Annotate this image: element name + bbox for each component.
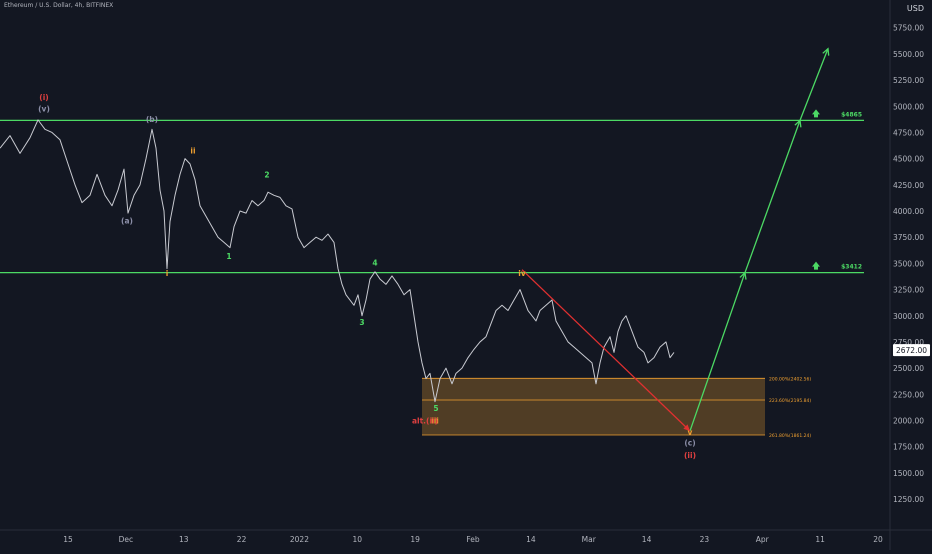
y-tick-label: 2250.00 — [893, 390, 924, 399]
wave-label: 5 — [433, 404, 438, 413]
y-tick-label: 3250.00 — [893, 286, 924, 295]
y-tick-label: 2750.00 — [893, 338, 924, 347]
wave-label: (ii) — [684, 451, 696, 460]
x-tick-label: Mar — [582, 535, 597, 544]
up-arrow-icon — [812, 109, 820, 118]
x-tick-label: Feb — [466, 535, 480, 544]
projection-path[interactable] — [689, 48, 829, 432]
wave-label: iii — [431, 417, 439, 426]
symbol-title: Ethereum / U.S. Dollar, 4h, BITFINEX — [4, 2, 114, 9]
y-tick-label: 2500.00 — [893, 364, 924, 373]
y-tick-label: 5500.00 — [893, 50, 924, 59]
x-tick-label: 14 — [642, 535, 652, 544]
currency-label: USD — [906, 4, 924, 13]
price-series-line[interactable] — [0, 119, 675, 403]
y-tick-label: 4250.00 — [893, 181, 924, 190]
x-tick-label: 19 — [410, 535, 420, 544]
correction-arrowhead — [683, 424, 690, 431]
y-tick-label: 5250.00 — [893, 76, 924, 85]
fib-level-label: 261.80%(1861.24) — [769, 433, 811, 439]
projection-arrowhead — [794, 119, 802, 128]
x-tick-label: 11 — [815, 535, 825, 544]
y-tick-label: 5000.00 — [893, 102, 924, 111]
y-tick-label: 4500.00 — [893, 155, 924, 164]
y-tick-label: 1750.00 — [893, 443, 924, 452]
wave-label: ii — [190, 146, 195, 155]
x-tick-label: 14 — [526, 535, 536, 544]
projection-arrowhead — [822, 47, 830, 56]
wave-label: 2 — [264, 170, 269, 179]
current-price-badge — [893, 344, 930, 357]
wave-label: 3 — [359, 318, 364, 327]
x-tick-label: 2022 — [290, 535, 309, 544]
fib-zone-area — [422, 378, 765, 436]
wave-label: v — [688, 428, 693, 437]
fib-level-label: 200.00%(2402.56) — [769, 376, 811, 382]
x-tick-label: 23 — [700, 535, 710, 544]
y-tick-label: 2000.00 — [893, 416, 924, 425]
x-tick-label: 10 — [353, 535, 363, 544]
wave-label: alt.(ii) — [412, 417, 438, 426]
current-price-label: 2672.00 — [896, 346, 927, 355]
x-tick-label: Apr — [756, 535, 770, 544]
y-tick-label: 1250.00 — [893, 495, 924, 504]
projection-arrowhead — [739, 271, 747, 280]
y-tick-label: 1500.00 — [893, 469, 924, 478]
fib-level-label: 223.60%(2195.84) — [769, 398, 811, 404]
y-tick-label: 4750.00 — [893, 128, 924, 137]
y-tick-label: 4000.00 — [893, 207, 924, 216]
wave-label: iv — [518, 269, 526, 278]
wave-label: (v) — [38, 105, 50, 114]
key-level-label: $3412 — [841, 264, 862, 271]
wave-label: 1 — [226, 252, 231, 261]
y-tick-label: 3000.00 — [893, 312, 924, 321]
y-tick-label: 5750.00 — [893, 24, 924, 33]
wave-label: (i) — [39, 93, 48, 102]
wave-label: (c) — [684, 439, 695, 448]
wave-label: (b) — [146, 115, 158, 124]
up-arrow-icon — [812, 261, 820, 270]
correction-arrow[interactable] — [521, 269, 691, 432]
x-tick-label: Dec — [119, 535, 134, 544]
x-tick-label: 15 — [63, 535, 73, 544]
key-level-label: $4865 — [841, 111, 862, 118]
x-tick-label: 20 — [873, 535, 883, 544]
wave-label: i — [166, 269, 169, 278]
x-tick-label: 22 — [237, 535, 247, 544]
wave-label: (a) — [121, 217, 133, 226]
x-tick-label: 13 — [179, 535, 189, 544]
y-tick-label: 3500.00 — [893, 259, 924, 268]
wave-label: 4 — [372, 258, 377, 267]
y-tick-label: 3750.00 — [893, 233, 924, 242]
